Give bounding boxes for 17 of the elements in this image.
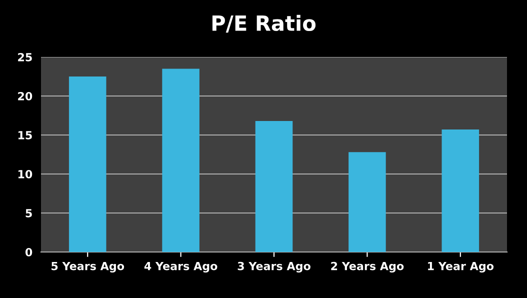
bar xyxy=(442,130,480,252)
y-tick-label: 25 xyxy=(18,52,32,62)
chart-title: P/E Ratio xyxy=(212,14,316,33)
x-tick-label: 4 Years Ago xyxy=(144,262,218,272)
y-tick-label: 15 xyxy=(18,131,32,140)
y-tick-label: 20 xyxy=(18,92,32,100)
y-tick-label: 0 xyxy=(25,248,32,256)
bar xyxy=(68,76,106,252)
bar xyxy=(255,120,293,252)
x-tick-label: 2 Years Ago xyxy=(331,262,404,272)
bar xyxy=(162,68,200,252)
x-tick-label: 3 Years Ago xyxy=(238,262,310,272)
bar xyxy=(348,152,386,252)
x-tick-label: 5 Years Ago xyxy=(52,262,124,272)
y-tick-label: 10 xyxy=(18,170,32,178)
x-tick-label: 1 Year Ago xyxy=(428,262,494,272)
y-tick-label: 5 xyxy=(26,209,32,218)
